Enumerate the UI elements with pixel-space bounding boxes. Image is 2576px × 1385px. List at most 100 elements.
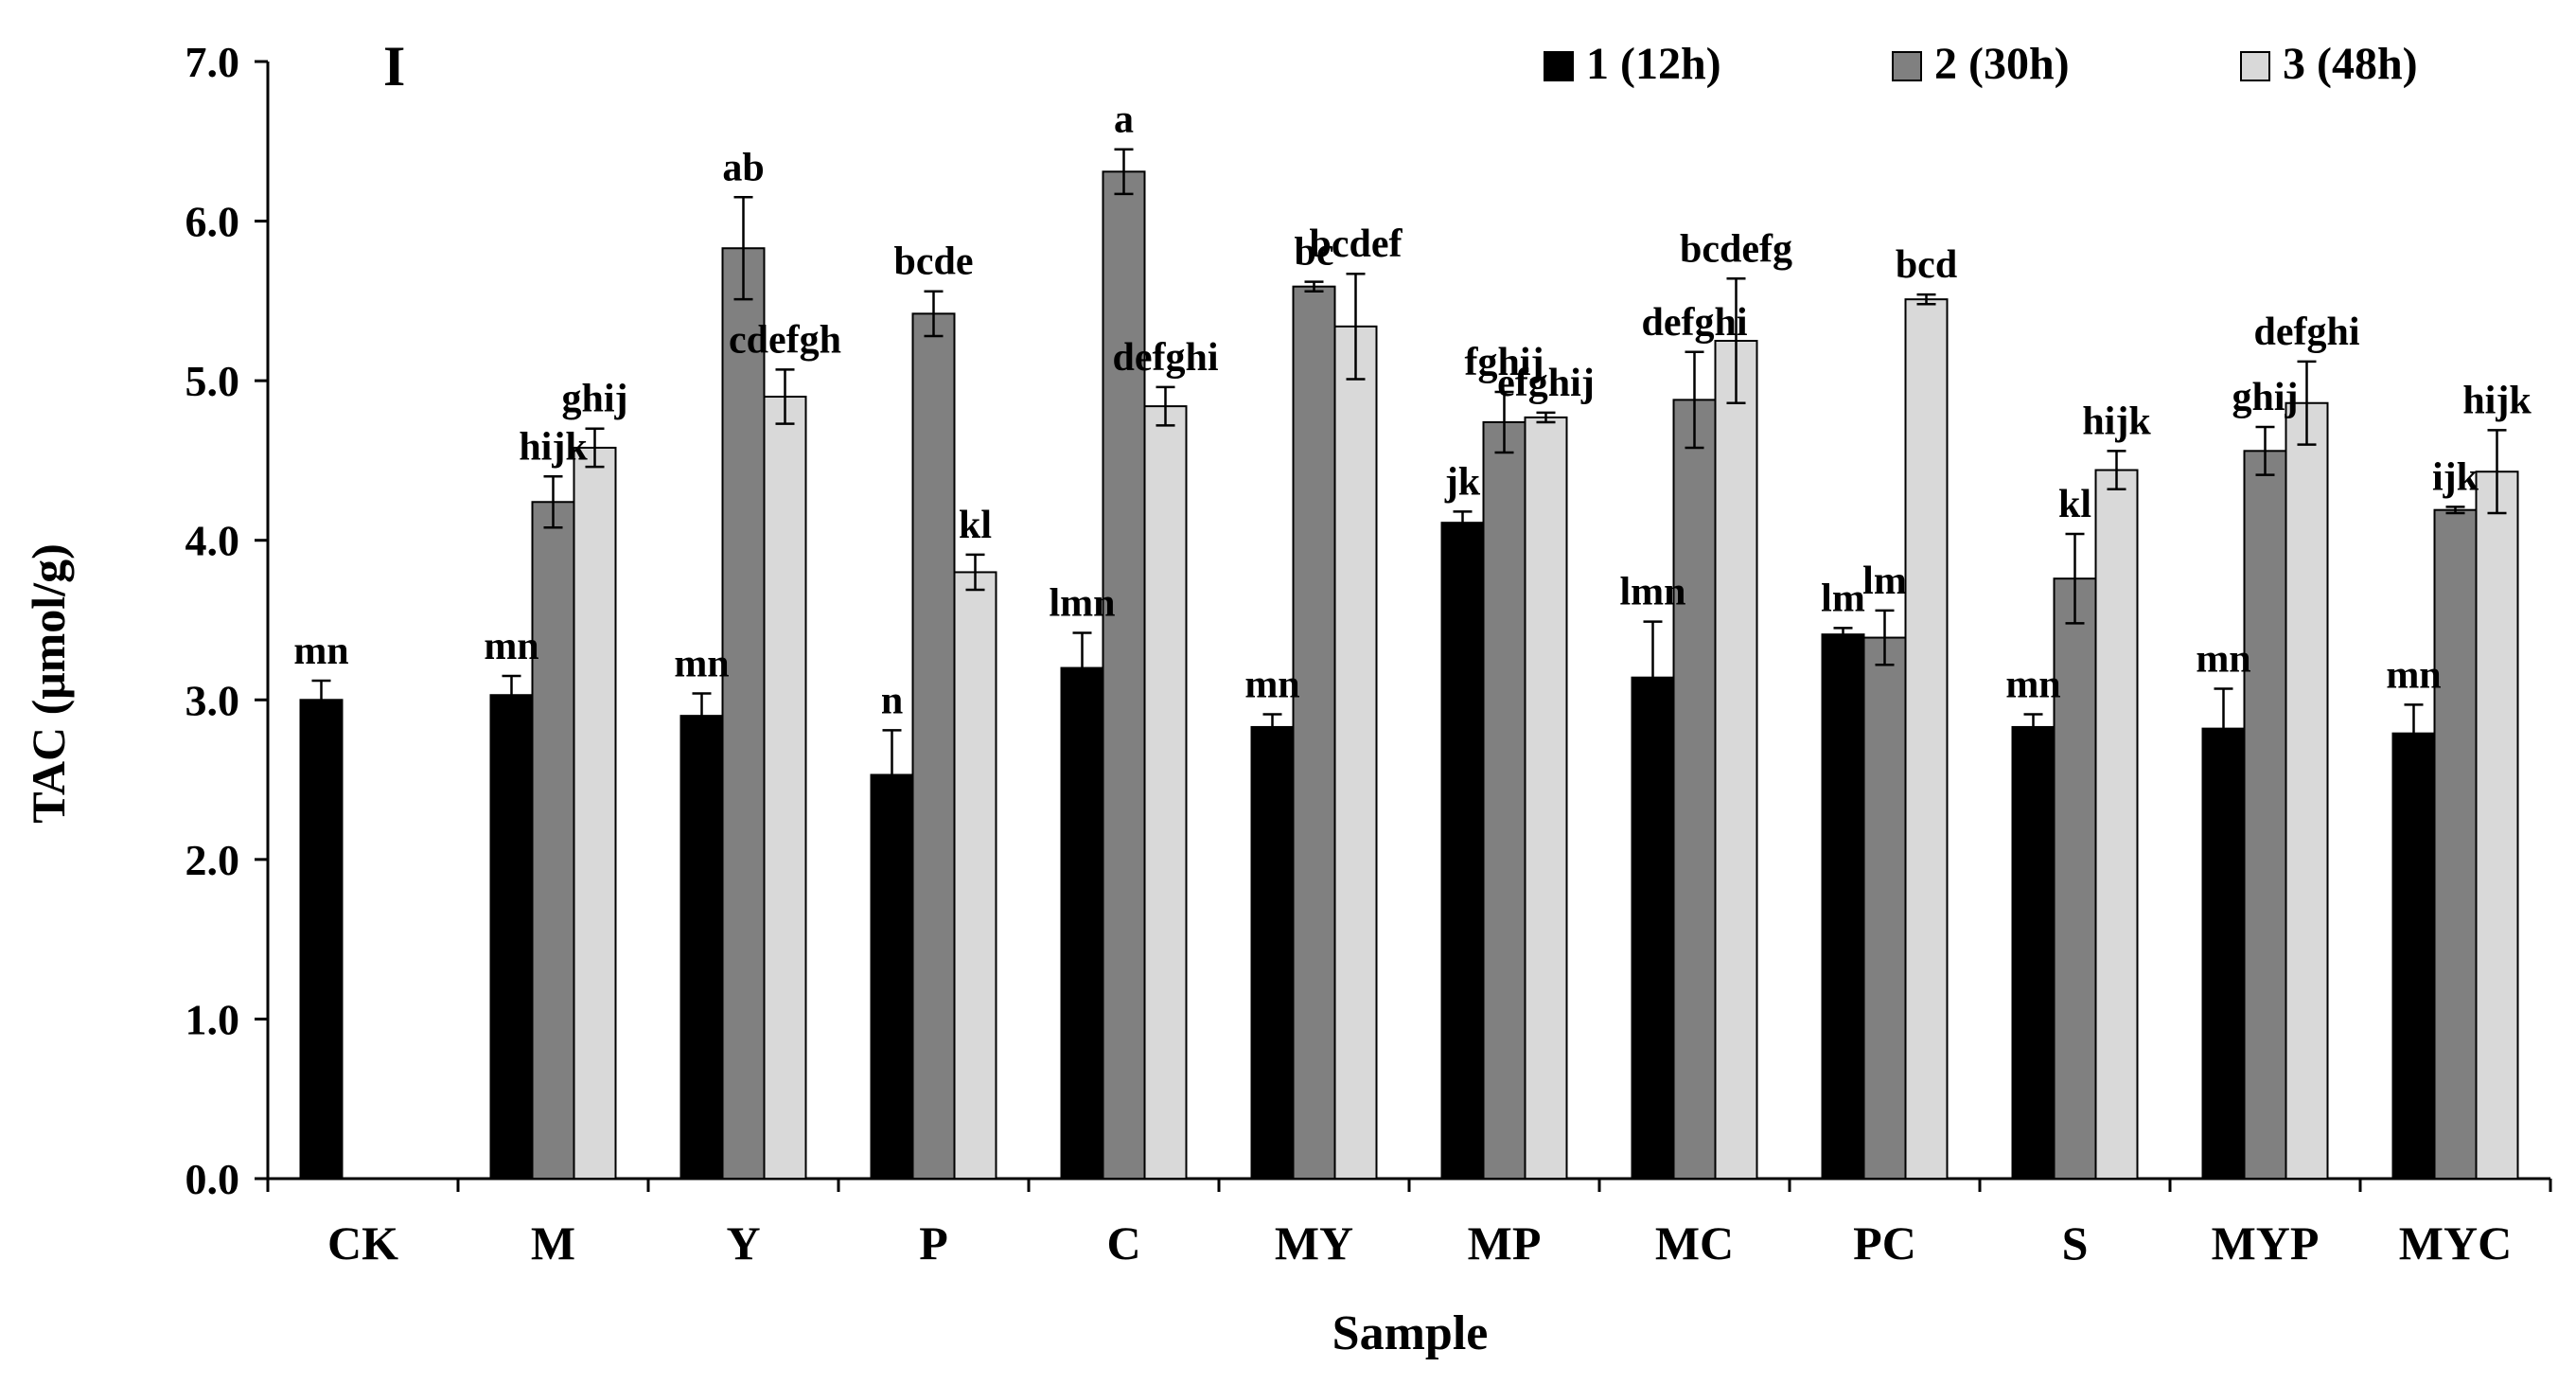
bar-mc-series-3 [1714, 340, 1758, 1180]
data-label: defghi [1641, 301, 1747, 345]
y-tick-label: 7.0 [185, 38, 240, 86]
bar-c-series-1 [1060, 666, 1104, 1180]
data-label: mn [484, 625, 538, 668]
data-label: bcd [1896, 243, 1957, 287]
data-label: hijk [519, 425, 588, 469]
data-label: kl [2058, 483, 2091, 526]
y-tick-label: 4.0 [185, 517, 240, 565]
bar-y-series-1 [679, 715, 724, 1181]
x-tick-label: PC [1853, 1216, 1916, 1270]
data-label: lm [1821, 577, 1865, 620]
x-tick-label: C [1106, 1216, 1140, 1270]
data-label: ghij [2232, 376, 2298, 419]
bar-my-series-3 [1333, 325, 1378, 1181]
data-label: bcde [894, 240, 974, 284]
y-tick-label: 0.0 [185, 1155, 240, 1203]
bar-c-series-2 [1102, 170, 1146, 1180]
bar-mp-series-2 [1482, 420, 1526, 1180]
legend: 1 (12h) 2 (30h) 3 (48h) [1544, 39, 2418, 89]
y-tick-label: 3.0 [185, 676, 240, 724]
bar-pc-series-3 [1904, 298, 1949, 1180]
bar-myp-series-1 [2201, 727, 2246, 1181]
bar-ck-series-1 [299, 699, 344, 1180]
y-tick-label: 1.0 [185, 995, 240, 1043]
bar-c-series-3 [1143, 405, 1188, 1181]
bar-m-series-2 [531, 501, 575, 1180]
bar-pc-series-1 [1821, 633, 1865, 1180]
legend-label: 2 (30h) [1934, 39, 2070, 89]
bar-myp-series-3 [2285, 401, 2329, 1180]
legend-swatch [1544, 51, 1574, 81]
panel-label: I [383, 35, 405, 98]
bar-pc-series-2 [1862, 636, 1907, 1180]
data-label: bcdefg [1680, 227, 1792, 271]
bars-group [299, 170, 2519, 1181]
data-label: mn [2386, 653, 2441, 697]
bar-y-series-3 [763, 396, 807, 1180]
bar-mc-series-2 [1672, 399, 1717, 1181]
x-tick-label: MY [1275, 1216, 1353, 1270]
x-axis-label: Sample [1332, 1306, 1489, 1360]
bar-myc-series-3 [2475, 471, 2519, 1180]
data-label: n [881, 679, 903, 722]
bar-p-series-2 [911, 312, 956, 1181]
data-label: ghij [561, 378, 627, 421]
x-tick-label: MP [1468, 1216, 1542, 1270]
data-label: defghi [1112, 336, 1218, 380]
x-tick-label: MC [1655, 1216, 1734, 1270]
data-label: a [1114, 98, 1134, 142]
data-label: bcdef [1310, 222, 1403, 266]
error-bars-group [311, 148, 2507, 821]
data-label: mn [2005, 663, 2060, 706]
data-label: fghij [1465, 341, 1544, 384]
bar-my-series-1 [1250, 725, 1295, 1180]
y-axis-label: TAC (μmol/g) [22, 543, 75, 823]
bar-p-series-3 [953, 571, 997, 1180]
data-label: jk [1444, 460, 1481, 504]
bar-m-series-3 [573, 446, 617, 1180]
x-tick-label: S [2062, 1216, 2089, 1270]
data-labels-group: mn mn mn n lmn mn jk lmn lm mn mn mn hijk ab bcde a bc fg… [293, 98, 2532, 723]
bar-myc-series-1 [2391, 732, 2436, 1181]
data-label: hijk [2462, 379, 2532, 422]
y-tick-label: 5.0 [185, 357, 240, 405]
data-label: hijk [2082, 400, 2151, 443]
data-label: cdefgh [729, 318, 841, 362]
bar-s-series-3 [2094, 469, 2139, 1180]
x-tick-label: P [919, 1216, 948, 1270]
bar-mc-series-1 [1631, 676, 1675, 1180]
bar-myc-series-2 [2433, 508, 2478, 1180]
y-tick-label: 2.0 [185, 836, 240, 884]
data-label: lmn [1049, 581, 1115, 625]
legend-swatch [2240, 51, 2270, 81]
data-label: mn [674, 643, 729, 686]
x-tick-label: CK [327, 1216, 398, 1270]
data-label: ijk [2432, 455, 2479, 499]
bar-mp-series-3 [1524, 416, 1568, 1180]
data-label: ab [722, 146, 764, 189]
bar-m-series-1 [489, 694, 534, 1180]
bar-p-series-1 [870, 773, 914, 1180]
bar-s-series-2 [2053, 577, 2097, 1180]
data-label: efghij [1497, 362, 1595, 405]
data-label: bc [1295, 231, 1334, 275]
data-label: defghi [2253, 311, 2359, 354]
y-tick-label: 6.0 [185, 198, 240, 246]
axes-group: 0.01.02.03.04.05.06.07.0CK M Y P C MY MP MC PC S M… [185, 38, 2552, 1270]
data-label: mn [293, 630, 348, 673]
data-label: lmn [1619, 571, 1685, 614]
x-tick-label: MYC [2399, 1216, 2512, 1270]
bar-y-series-2 [721, 247, 766, 1180]
bar-my-series-2 [1292, 285, 1336, 1180]
legend-label: 1 (12h) [1586, 39, 1721, 89]
bar-mp-series-1 [1440, 522, 1485, 1180]
data-label: kl [959, 504, 992, 547]
bar-myp-series-2 [2243, 450, 2287, 1181]
x-tick-label: M [531, 1216, 575, 1270]
legend-swatch [1892, 51, 1922, 81]
data-label: lm [1862, 559, 1907, 603]
x-tick-label: MYP [2212, 1216, 2320, 1270]
x-tick-label: Y [726, 1216, 760, 1270]
